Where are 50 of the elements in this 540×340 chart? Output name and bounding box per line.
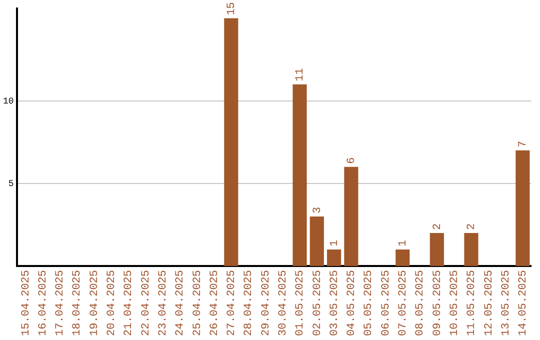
x-tick-label: 10.05.2025 [448, 270, 461, 336]
x-tick-label: 19.04.2025 [88, 270, 101, 336]
x-tick-label: 02.05.2025 [312, 270, 324, 336]
data-label: 11 [294, 68, 307, 82]
x-tick-label: 05.05.2025 [363, 270, 376, 336]
x-tick-label: 11.05.2025 [466, 270, 478, 336]
bar [396, 249, 410, 266]
x-tick-label: 17.04.2025 [54, 270, 67, 336]
x-tick-label: 06.05.2025 [380, 270, 392, 336]
bar [516, 150, 530, 266]
x-tick-label: 14.05.2025 [518, 270, 530, 336]
x-tick-label: 09.05.2025 [432, 270, 444, 336]
x-tick-label: 25.04.2025 [192, 270, 204, 336]
x-tick-label: 20.04.2025 [106, 270, 118, 336]
data-label: 7 [518, 140, 530, 148]
x-tick-label: 22.04.2025 [140, 270, 152, 336]
x-tick-label: 18.04.2025 [72, 270, 84, 336]
bar [344, 166, 358, 266]
y-tick-label: 5 [8, 178, 14, 189]
x-tick-label: 21.04.2025 [123, 270, 136, 336]
x-tick-label: 12.05.2025 [483, 270, 496, 336]
bar [464, 232, 478, 266]
bar [327, 249, 342, 266]
x-tick-label: 13.05.2025 [500, 270, 512, 336]
data-label: 1 [398, 239, 410, 246]
x-tick-label: 24.04.2025 [174, 270, 187, 336]
bar [310, 216, 324, 266]
y-tick-label: 10 [2, 96, 14, 106]
x-tick-label: 04.05.2025 [346, 270, 358, 336]
x-tick-label: 15.04.2025 [20, 270, 32, 336]
bar [430, 232, 444, 266]
data-label: 6 [346, 157, 358, 164]
x-tick-label: 30.04.2025 [278, 270, 290, 336]
x-tick-label: 01.05.2025 [294, 270, 307, 336]
bar [224, 18, 238, 266]
data-label: 1 [328, 239, 341, 246]
x-tick-label: 29.04.2025 [260, 270, 272, 336]
data-label: 2 [466, 223, 478, 230]
bar [292, 84, 307, 266]
data-label: 2 [432, 223, 444, 230]
x-tick-label: 07.05.2025 [398, 270, 410, 336]
x-tick-label: 23.04.2025 [157, 270, 170, 336]
x-tick-label: 03.05.2025 [328, 270, 341, 336]
x-tick-label: 26.04.2025 [208, 270, 221, 336]
x-tick-label: 27.04.2025 [226, 270, 238, 336]
x-tick-label: 28.04.2025 [243, 270, 256, 336]
x-tick-label: 16.04.2025 [37, 270, 50, 336]
data-label: 3 [312, 206, 324, 214]
data-label: 15 [226, 2, 238, 16]
x-tick-label: 08.05.2025 [414, 270, 427, 336]
